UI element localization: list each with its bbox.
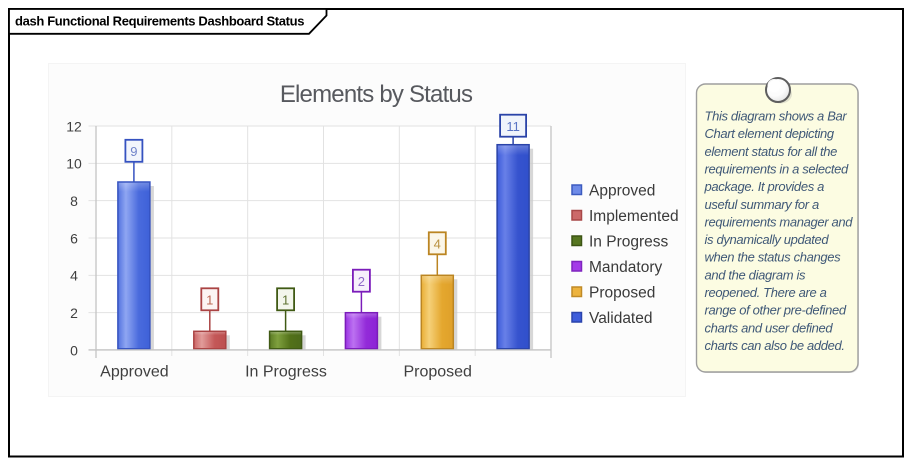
svg-text:requirements manager and: requirements manager and [705,214,854,229]
svg-text:9: 9 [130,144,137,159]
svg-text:requirements in a selected: requirements in a selected [705,161,849,176]
svg-text:2: 2 [70,305,78,321]
svg-text:is dynamically updated: is dynamically updated [705,232,830,247]
svg-text:package. It provides a: package. It provides a [704,179,825,194]
svg-text:8: 8 [70,193,78,209]
svg-text:Chart element depicting: Chart element depicting [705,126,835,141]
svg-text:1: 1 [206,293,213,308]
svg-text:reopened. There are a: reopened. There are a [705,285,827,300]
svg-text:0: 0 [70,342,78,358]
svg-text:4: 4 [70,268,78,284]
svg-text:when the status changes: when the status changes [705,250,842,265]
svg-text:charts can also be added.: charts can also be added. [705,338,845,353]
svg-text:4: 4 [434,237,441,252]
svg-text:1: 1 [282,293,289,308]
svg-text:In Progress: In Progress [245,364,327,381]
svg-text:10: 10 [66,156,82,172]
svg-text:Approved: Approved [100,364,169,381]
svg-text:Elements by Status: Elements by Status [280,81,473,108]
svg-text:Proposed: Proposed [403,364,472,381]
svg-text:Approved: Approved [589,183,655,200]
svg-text:Mandatory: Mandatory [589,259,662,276]
svg-text:This diagram shows a Bar: This diagram shows a Bar [705,109,848,124]
svg-text:charts and user defined: charts and user defined [705,320,834,335]
svg-text:12: 12 [66,118,82,134]
svg-text:Validated: Validated [589,310,652,327]
svg-text:and the diagram is: and the diagram is [705,267,807,282]
svg-text:element status for all the: element status for all the [705,144,838,159]
svg-text:6: 6 [70,230,78,246]
svg-text:2: 2 [358,274,365,289]
svg-text:11: 11 [506,119,520,134]
svg-text:useful summary for a: useful summary for a [705,197,819,212]
svg-text:dash Functional Requirements D: dash Functional Requirements Dashboard S… [15,14,304,29]
svg-text:range of other pre-defined: range of other pre-defined [705,303,847,318]
svg-text:Proposed: Proposed [589,285,655,302]
svg-text:Implemented: Implemented [589,208,679,225]
svg-text:In Progress: In Progress [589,234,669,251]
